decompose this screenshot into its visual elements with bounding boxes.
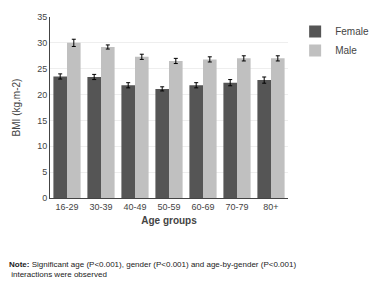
svg-text:5: 5 xyxy=(42,167,47,177)
svg-text:25: 25 xyxy=(37,64,47,74)
svg-text:15: 15 xyxy=(37,116,47,126)
svg-text:20: 20 xyxy=(37,90,47,100)
svg-text:0: 0 xyxy=(42,193,47,203)
svg-text:70-79: 70-79 xyxy=(225,202,248,212)
svg-text:Age groups: Age groups xyxy=(141,215,197,226)
svg-text:80+: 80+ xyxy=(263,202,278,212)
svg-text:40-49: 40-49 xyxy=(123,202,146,212)
svg-text:60-69: 60-69 xyxy=(191,202,214,212)
svg-text:35: 35 xyxy=(37,12,47,22)
svg-text:50-59: 50-59 xyxy=(157,202,180,212)
svg-text:16-29: 16-29 xyxy=(55,202,78,212)
svg-text:Male: Male xyxy=(335,45,357,56)
svg-text:Female: Female xyxy=(335,26,369,37)
svg-text:Note: Significant age (P<0.001: Note: Significant age (P<0.001), gender … xyxy=(9,260,296,279)
svg-text:BMI (kg.m-2): BMI (kg.m-2) xyxy=(11,79,22,137)
svg-text:30: 30 xyxy=(37,38,47,48)
svg-text:10: 10 xyxy=(37,141,47,151)
svg-text:30-39: 30-39 xyxy=(89,202,112,212)
